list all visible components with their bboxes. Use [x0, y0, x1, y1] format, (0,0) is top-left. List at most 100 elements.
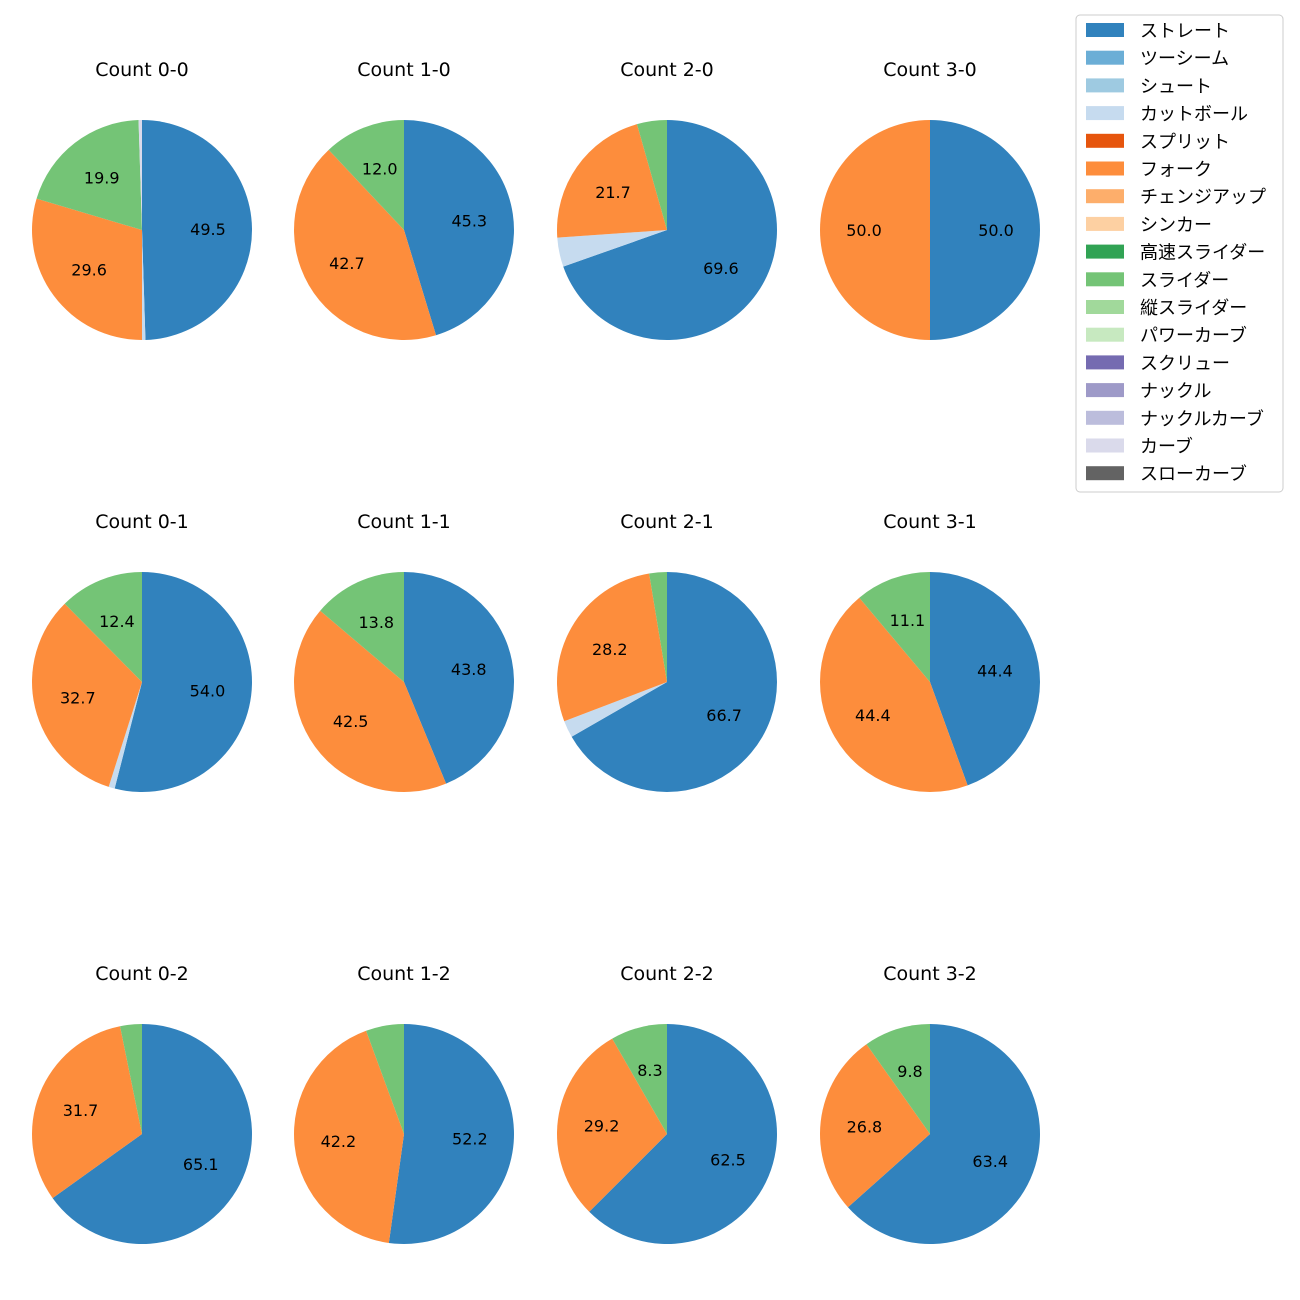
pie-title: Count 2-1	[620, 511, 714, 533]
pie-slice	[32, 198, 142, 340]
legend-label: シンカー	[1140, 215, 1212, 236]
pie-slice-label: 66.7	[706, 706, 742, 725]
pie-slice	[293, 1030, 404, 1243]
legend-swatch	[1086, 216, 1124, 231]
pie-slice-label: 9.8	[897, 1062, 922, 1081]
legend-swatch	[1086, 466, 1124, 481]
pie-count-2-0: Count 2-0 69.6 21.7	[557, 59, 777, 340]
pie-title: Count 3-0	[883, 59, 977, 81]
legend-swatch	[1086, 410, 1124, 425]
pie-slice-label: 19.9	[84, 169, 120, 188]
pie-slice-label: 26.8	[847, 1118, 883, 1137]
pie-slice-label: 8.3	[637, 1061, 662, 1080]
pie-slice	[31, 1026, 142, 1199]
pie-slice-label: 50.0	[978, 221, 1014, 240]
pie-slice	[294, 610, 447, 792]
pie-slice	[404, 572, 514, 784]
legend-items: ストレートツーシームシュートカットボールスプリットフォークチェンジアップシンカー…	[1086, 21, 1266, 485]
pie-slice	[52, 1024, 253, 1244]
legend-entry: パワーカーブ	[1086, 325, 1247, 347]
pie-slice	[557, 1038, 667, 1212]
legend-label: カーブ	[1140, 436, 1193, 458]
legend-entry: シュート	[1086, 76, 1212, 97]
pie-slice-label: 29.2	[584, 1116, 620, 1135]
legend-label: シュート	[1140, 76, 1212, 97]
pie-slice	[649, 572, 667, 682]
legend-entry: ナックル	[1086, 381, 1211, 402]
pie-slice	[294, 149, 437, 340]
pie-slice-label: 12.0	[362, 160, 398, 179]
pie-slice	[557, 573, 667, 722]
legend-label: フォーク	[1140, 160, 1212, 181]
legend-entry: 縦スライダー	[1086, 298, 1247, 319]
pie-slice-label: 12.4	[99, 612, 135, 631]
legend-label: スライダー	[1140, 270, 1229, 291]
legend-swatch	[1086, 300, 1124, 314]
legend: ストレートツーシームシュートカットボールスプリットフォークチェンジアップシンカー…	[1075, 14, 1284, 493]
pie-title: Count 1-2	[357, 963, 451, 985]
pie-title: Count 3-1	[883, 511, 977, 533]
pie-count-2-2: Count 2-2 62.5 29.2 8.3	[557, 963, 777, 1244]
legend-label: スプリット	[1140, 132, 1230, 153]
legend-entry: カーブ	[1086, 436, 1193, 458]
legend-entry: シンカー	[1086, 215, 1212, 236]
pie-slice	[612, 1024, 667, 1134]
pie-slice-label: 28.2	[592, 640, 628, 659]
pie-slice	[36, 120, 142, 230]
pie-slice	[320, 572, 404, 682]
pie-count-0-1: Count 0-1 54.0 32.7 12.4	[32, 511, 253, 792]
legend-swatch	[1086, 133, 1124, 148]
pie-count-1-0: Count 1-0 45.3 42.7 12.0	[294, 59, 514, 340]
pie-slice	[388, 1024, 514, 1244]
legend-label: スローカーブ	[1140, 463, 1247, 485]
pie-slice	[820, 1044, 930, 1208]
legend-swatch	[1086, 161, 1124, 176]
pie-slice-label: 42.5	[333, 712, 369, 731]
pie-title: Count 1-1	[357, 511, 451, 533]
pie-slice	[114, 572, 253, 792]
pie-slice	[819, 597, 968, 793]
legend-entry: ツーシーム	[1086, 49, 1229, 70]
legend-label: 高速スライダー	[1140, 243, 1265, 264]
pie-count-1-1: Count 1-1 43.8 42.5 13.8	[294, 511, 514, 792]
pie-slice-label: 52.2	[452, 1130, 488, 1149]
pie-slice	[930, 120, 1040, 340]
legend-entry: ナックルカーブ	[1086, 408, 1264, 430]
legend-frame	[1075, 14, 1284, 493]
pie-slice-label: 49.5	[190, 220, 226, 239]
pie-slice	[328, 120, 404, 230]
pie-count-3-2: Count 3-2 63.4 26.8 9.8	[820, 963, 1040, 1244]
legend-label: パワーカーブ	[1140, 325, 1247, 347]
pie-slice-label: 44.4	[977, 662, 1013, 681]
pie-slice-label: 31.7	[63, 1101, 99, 1120]
pie-slice-label: 32.7	[60, 688, 96, 707]
legend-label: カットボール	[1140, 104, 1248, 125]
legend-label: ナックル	[1140, 381, 1211, 402]
legend-entry: スローカーブ	[1086, 463, 1247, 485]
pie-slice-label: 13.8	[358, 613, 394, 632]
pie-title: Count 0-0	[95, 59, 189, 81]
legend-swatch	[1086, 272, 1124, 287]
pie-charts: Count 0-0 49.5 29.6 19.9 Count 1-0 45.3 42.7 12…	[31, 59, 1041, 1244]
pie-count-2-1: Count 2-1 66.7 28.2	[557, 511, 777, 792]
pie-slice-label: 42.2	[321, 1132, 357, 1151]
legend-label: スクリュー	[1140, 353, 1230, 374]
pie-slice-label: 43.8	[451, 660, 487, 679]
legend-swatch	[1086, 50, 1124, 65]
pie-count-3-1: Count 3-1 44.4 44.4 11.1	[819, 511, 1041, 793]
pie-count-3-0: Count 3-0 50.0 50.0	[820, 59, 1040, 340]
pie-title: Count 1-0	[357, 59, 451, 81]
pie-slice	[557, 230, 667, 267]
pie-slice	[64, 572, 142, 682]
pie-slice	[366, 1024, 404, 1134]
pie-slice	[32, 603, 143, 787]
legend-entry: ストレート	[1086, 21, 1230, 42]
legend-swatch	[1086, 327, 1124, 342]
legend-entry: フォーク	[1086, 160, 1212, 181]
pie-slice-label: 11.1	[890, 611, 926, 630]
legend-entry: 高速スライダー	[1086, 243, 1265, 264]
pie-slice-label: 29.6	[71, 260, 107, 279]
legend-swatch	[1086, 106, 1124, 121]
legend-swatch	[1086, 244, 1124, 259]
pie-slice	[859, 572, 930, 682]
